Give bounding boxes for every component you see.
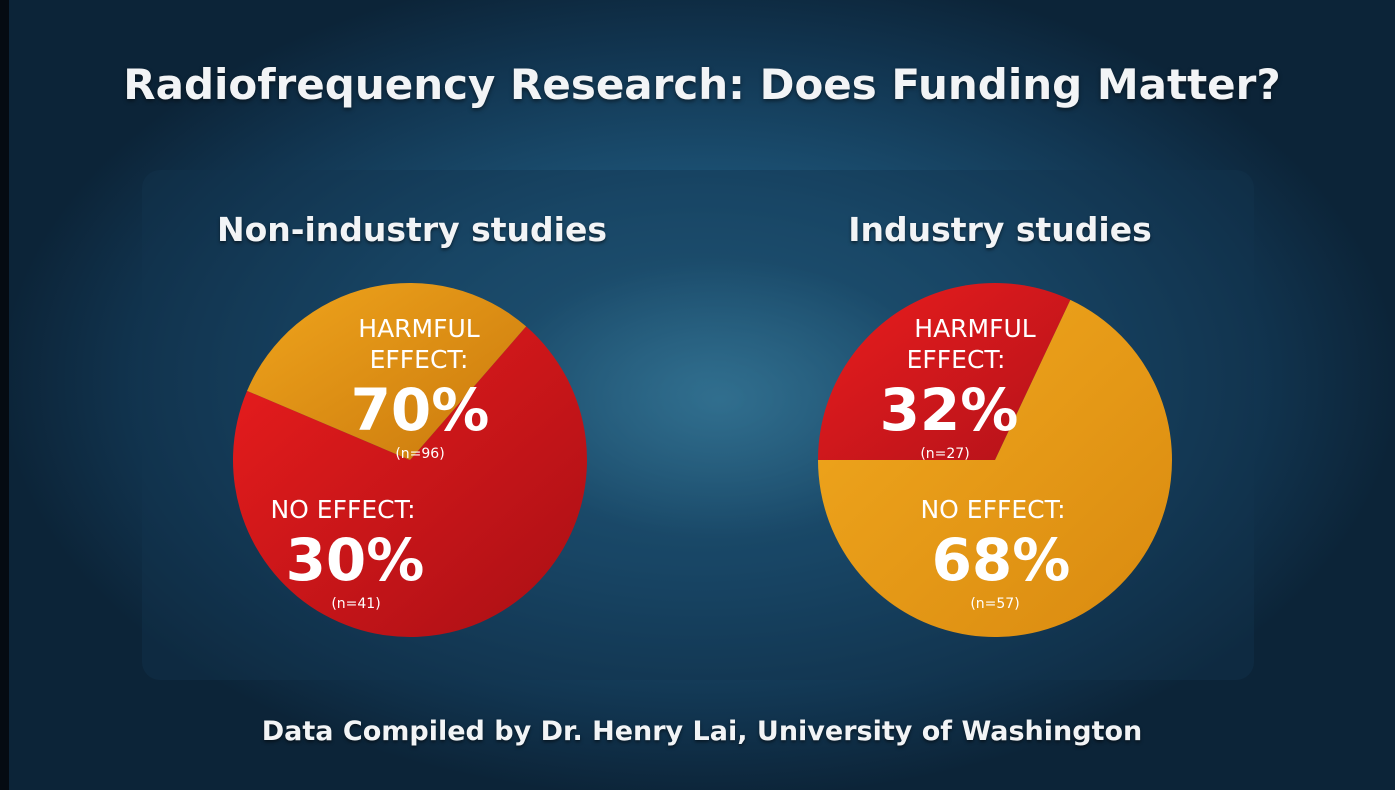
pie-title-non-industry: Non-industry studies — [217, 210, 607, 249]
n-harmful-non-industry: (n=96) — [395, 446, 444, 462]
label-harmful-line2: EFFECT: — [370, 345, 469, 374]
slice-no-effect-industry — [818, 299, 1172, 637]
slice-no-effect-non-industry — [247, 283, 527, 460]
pie-chart-industry: HARMFUL EFFECT: 32% (n=27) NO EFFECT: 68… — [818, 283, 1172, 637]
pie-chart-non-industry: HARMFUL EFFECT: 70% (n=96) NO EFFECT: 30… — [232, 283, 587, 637]
page-title: Radiofrequency Research: Does Funding Ma… — [123, 60, 1281, 109]
n-no-effect-non-industry: (n=41) — [331, 596, 380, 612]
label-harmful-line1: HARMFUL — [358, 314, 480, 343]
label-harmful-line1: HARMFUL — [914, 314, 1036, 343]
label-no-effect-line1: NO EFFECT: — [270, 495, 415, 524]
value-harmful-industry: 32% — [880, 376, 1019, 444]
value-harmful-non-industry: 70% — [351, 376, 490, 444]
slice-harmful-non-industry — [232, 326, 587, 637]
n-no-effect-industry: (n=57) — [970, 596, 1019, 612]
slice-harmful-industry — [818, 283, 1071, 460]
source-caption: Data Compiled by Dr. Henry Lai, Universi… — [261, 716, 1143, 747]
value-no-effect-industry: 68% — [932, 526, 1071, 594]
pie-title-industry: Industry studies — [848, 210, 1152, 249]
n-harmful-industry: (n=27) — [920, 446, 969, 462]
label-harmful-line2: EFFECT: — [907, 345, 1006, 374]
value-no-effect-non-industry: 30% — [286, 526, 425, 594]
left-border — [0, 0, 9, 790]
label-no-effect-line1: NO EFFECT: — [920, 495, 1065, 524]
